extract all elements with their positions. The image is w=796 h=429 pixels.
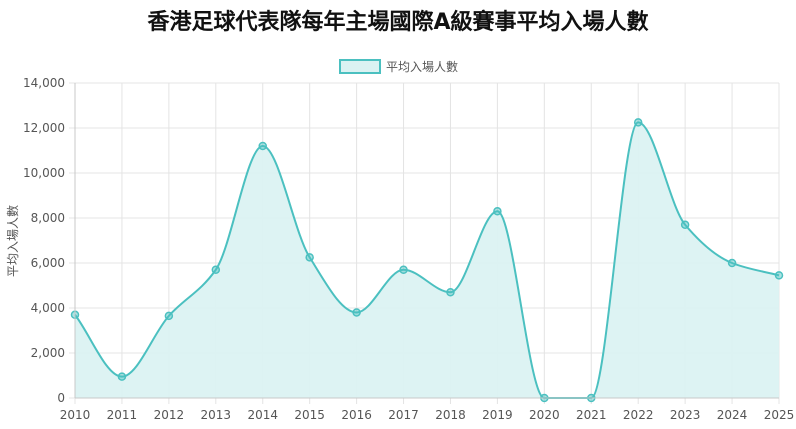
y-tick-label: 0 xyxy=(57,391,65,405)
x-tick-label: 2024 xyxy=(717,408,748,422)
y-tick-label: 4,000 xyxy=(31,301,65,315)
x-tick-label: 2019 xyxy=(482,408,513,422)
y-tick-label: 6,000 xyxy=(31,256,65,270)
data-point[interactable] xyxy=(446,288,455,297)
x-tick-label: 2014 xyxy=(247,408,278,422)
data-point[interactable] xyxy=(633,118,643,127)
x-tick-label: 2010 xyxy=(60,408,91,422)
y-tick-label: 8,000 xyxy=(31,211,65,225)
data-point[interactable] xyxy=(399,265,408,274)
series-line xyxy=(74,121,780,399)
y-tick-label: 14,000 xyxy=(23,76,65,90)
x-tick-label: 2020 xyxy=(529,408,560,422)
data-point[interactable] xyxy=(727,258,737,268)
area-layer xyxy=(74,121,780,399)
legend[interactable]: 平均入場人數 xyxy=(339,59,458,74)
y-tick-label: 10,000 xyxy=(23,166,65,180)
x-tick-label: 2023 xyxy=(670,408,701,422)
y-axis-label: 平均入場人數 xyxy=(6,205,20,277)
y-tick-label: 12,000 xyxy=(23,121,65,135)
data-point[interactable] xyxy=(164,311,174,321)
x-tick-label: 2011 xyxy=(107,408,138,422)
data-point[interactable] xyxy=(211,265,221,274)
x-tick-label: 2021 xyxy=(576,408,607,422)
chart-title: 香港足球代表隊每年主場國際A級賽事平均入場人數 xyxy=(147,10,649,35)
x-tick-label: 2017 xyxy=(388,408,419,422)
series-area-fill xyxy=(75,122,779,398)
data-point[interactable] xyxy=(352,308,361,317)
axis-layer: 0 2,000 4,000 6,000 8,000 10,000 12,000 14,000 2… xyxy=(23,76,794,422)
x-tick-label: 2025 xyxy=(764,408,795,422)
data-point[interactable] xyxy=(493,207,502,216)
data-point[interactable] xyxy=(774,271,784,280)
x-tick-label: 2018 xyxy=(435,408,466,422)
x-tick-label: 2016 xyxy=(341,408,372,422)
x-tick-label: 2015 xyxy=(294,408,325,422)
x-tick-label: 2012 xyxy=(154,408,185,422)
legend-swatch[interactable] xyxy=(339,59,381,74)
data-point[interactable] xyxy=(258,141,267,151)
x-tick-label: 2022 xyxy=(623,408,654,422)
y-tick-label: 2,000 xyxy=(31,346,65,360)
data-point[interactable] xyxy=(305,253,314,262)
legend-label[interactable]: 平均入場人數 xyxy=(386,60,458,74)
data-point[interactable] xyxy=(680,220,690,229)
data-point[interactable] xyxy=(117,372,127,381)
x-tick-label: 2013 xyxy=(201,408,232,422)
